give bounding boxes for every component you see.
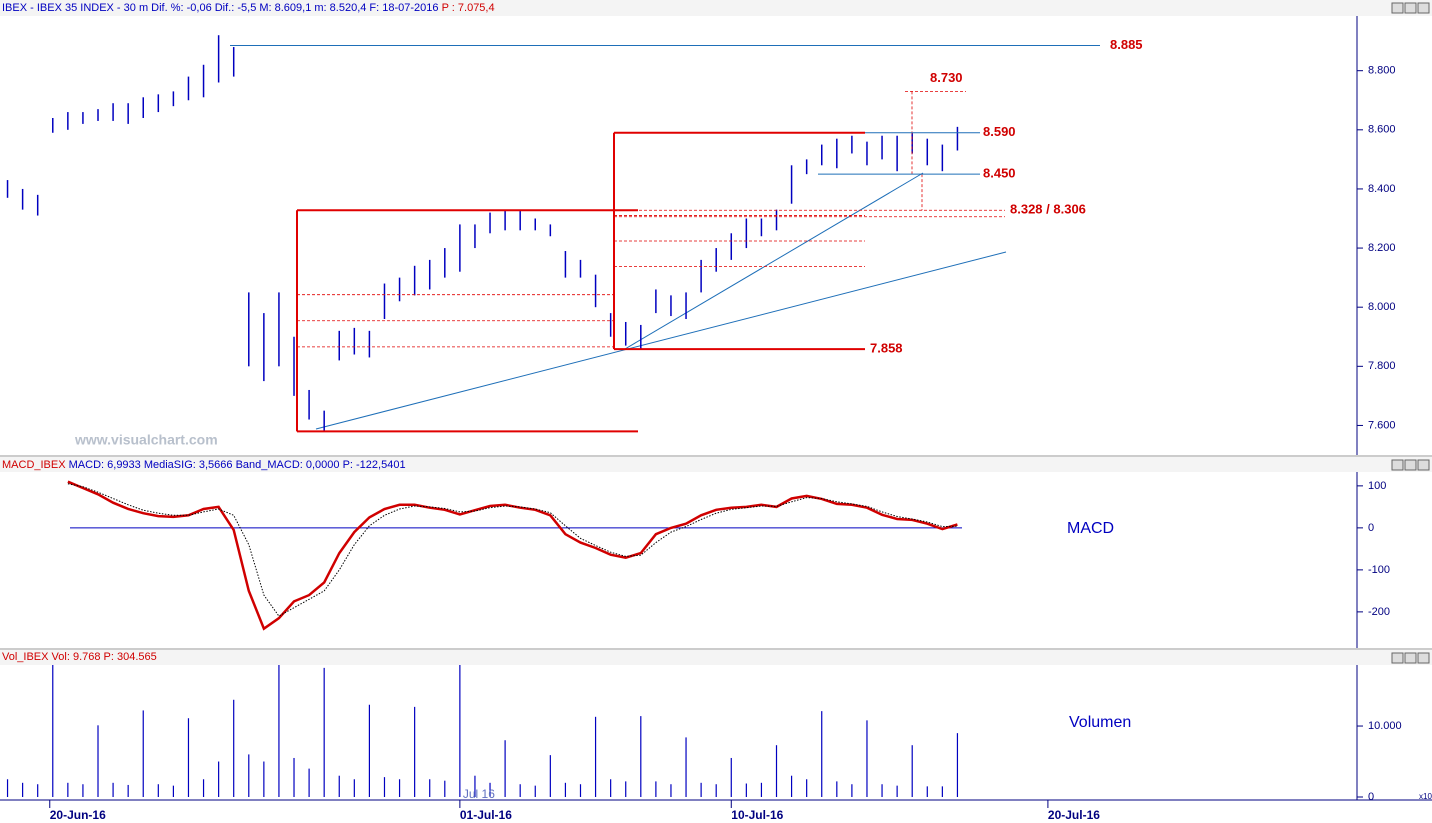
y-tick-label: -100 <box>1368 564 1390 576</box>
title-extra: MACD: 6,9933 MediaSIG: 3,5666 Band_MACD:… <box>69 459 406 471</box>
title: IBEX - IBEX 35 INDEX - 30 m Dif. %: -0,0… <box>2 2 439 14</box>
watermark: www.visualchart.com <box>74 432 218 448</box>
minimize-button[interactable] <box>1391 459 1404 471</box>
price-header <box>0 0 1432 16</box>
month-label: Jul 16 <box>463 787 495 801</box>
volume-header-text: Vol_IBEX Vol: 9.768 P: 304.565 <box>2 651 157 663</box>
annotation-label: 8.450 <box>983 166 1016 181</box>
x-tick-label: 01-Jul-16 <box>460 808 512 822</box>
close-button[interactable] <box>1417 459 1430 471</box>
y-tick-label: 0 <box>1368 522 1374 534</box>
panel-label: MACD <box>1067 520 1114 537</box>
maximize-button[interactable] <box>1404 2 1417 14</box>
maximize-button[interactable] <box>1404 652 1417 664</box>
macd-header <box>0 457 1432 472</box>
annotation-label: 8.590 <box>983 124 1016 139</box>
y-tick-label: 8.000 <box>1368 301 1396 313</box>
title-extra: Vol: 9.768 P: 304.565 <box>52 651 157 663</box>
maximize-button[interactable] <box>1404 459 1417 471</box>
y-tick-label: 0 <box>1368 791 1374 803</box>
close-button[interactable] <box>1417 2 1430 14</box>
y-tick-label: 7.800 <box>1368 360 1396 372</box>
trend-line <box>624 172 924 350</box>
y-tick-label: 100 <box>1368 480 1386 492</box>
y-tick-label: 8.600 <box>1368 124 1396 136</box>
minimize-button[interactable] <box>1391 652 1404 664</box>
y-tick-label: 8.400 <box>1368 183 1396 195</box>
x-tick-label: 20-Jun-16 <box>50 808 106 822</box>
y-tick-label: 7.600 <box>1368 419 1396 431</box>
y-tick-label: 8.200 <box>1368 242 1396 254</box>
annotation-label: 8.328 / 8.306 <box>1010 202 1086 217</box>
price-header-text: IBEX - IBEX 35 INDEX - 30 m Dif. %: -0,0… <box>2 2 495 14</box>
x-tick-label: 10-Jul-16 <box>731 808 783 822</box>
y-tick-label: 10.000 <box>1368 720 1402 732</box>
title-extra: P : 7.075,4 <box>442 2 495 14</box>
volume-header <box>0 650 1432 665</box>
window-buttons[interactable] <box>1391 2 1430 664</box>
annotation-label: 7.858 <box>870 341 903 356</box>
x-tick-label: 20-Jul-16 <box>1048 808 1100 822</box>
close-button[interactable] <box>1417 652 1430 664</box>
signal-line <box>67 483 958 617</box>
minimize-button[interactable] <box>1391 2 1404 14</box>
unit-label: x10 <box>1419 792 1432 801</box>
y-tick-label: -200 <box>1368 606 1390 618</box>
panel-label: Volumen <box>1069 714 1131 731</box>
annotation-label: 8.730 <box>930 70 963 85</box>
title: MACD_IBEX <box>2 459 66 471</box>
y-tick-label: 8.800 <box>1368 65 1396 77</box>
title: Vol_IBEX <box>2 651 49 663</box>
trend-line <box>315 251 1007 430</box>
macd-header-text: MACD_IBEX MACD: 6,9933 MediaSIG: 3,5666 … <box>2 459 406 471</box>
annotation-label: 8.885 <box>1110 37 1143 52</box>
